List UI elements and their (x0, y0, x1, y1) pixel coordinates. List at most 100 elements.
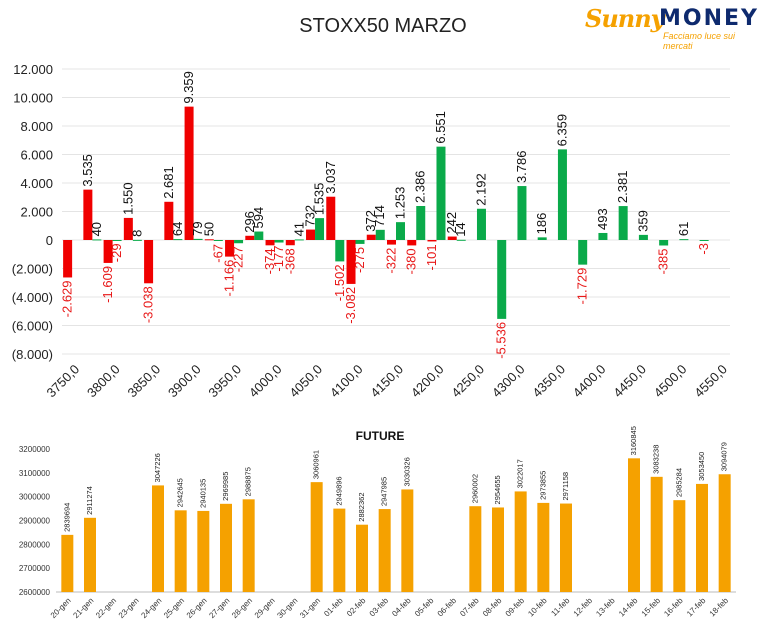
data-label: 2839694 (62, 503, 71, 532)
green-bar (476, 208, 486, 240)
data-label: 594 (251, 207, 266, 229)
y-tick-label: 2900000 (19, 517, 51, 526)
x-tick-label: 13-feb (594, 596, 617, 619)
x-tick-label: 3850,0 (124, 362, 163, 401)
y-tick-label: 2.000 (20, 205, 53, 220)
green-bar (213, 240, 223, 241)
x-tick-label: 26-gen (185, 596, 209, 620)
x-tick-label: 10-feb (526, 596, 549, 619)
data-label: 2940135 (198, 479, 207, 508)
future-bar (628, 458, 640, 592)
data-label: 359 (635, 210, 650, 232)
x-tick-label: 3950,0 (205, 362, 244, 401)
green-bar (436, 146, 446, 240)
data-label: -1.502 (332, 264, 347, 301)
green-bar (699, 240, 709, 241)
y-tick-label: 8.000 (20, 119, 53, 134)
x-tick-label: 08-feb (481, 596, 504, 619)
data-label: -275 (352, 247, 367, 273)
data-label: 2971158 (561, 472, 570, 501)
data-label: -1.729 (575, 268, 590, 305)
x-tick-label: 3750,0 (44, 362, 83, 401)
future-bar (560, 503, 572, 592)
data-label: 50 (201, 222, 216, 236)
green-bar (618, 206, 628, 240)
data-label: -3 (696, 243, 711, 255)
data-label: 3060961 (312, 450, 321, 479)
green-bar (375, 229, 385, 240)
data-label: -5.536 (494, 322, 509, 359)
red-bar (387, 240, 396, 245)
future-bar (242, 499, 255, 592)
data-label: 3.786 (514, 151, 529, 184)
logo-text-sunny: Sunny (585, 4, 665, 33)
y-tick-label: 3100000 (19, 469, 51, 478)
red-bar (144, 240, 154, 284)
future-bar (469, 506, 482, 592)
x-tick-label: 4450,0 (610, 362, 649, 401)
y-tick-label: 10.000 (13, 91, 53, 106)
green-bar (557, 149, 567, 240)
x-tick-label: 28-gen (230, 596, 254, 620)
x-tick-label: 21-gen (71, 596, 95, 620)
green-bar (679, 239, 689, 241)
green-bar (92, 239, 102, 241)
red-bar (83, 189, 93, 240)
green-bar (456, 239, 466, 241)
data-label: 3047226 (153, 453, 162, 482)
data-label: -227 (231, 246, 246, 272)
x-tick-label: 31-gen (298, 596, 322, 620)
data-label: 3.535 (80, 154, 95, 187)
red-bar (123, 217, 133, 240)
x-tick-label: 25-gen (162, 596, 186, 620)
green-bar (416, 205, 426, 240)
data-label: 8 (129, 230, 144, 237)
x-tick-label: 23-gen (117, 596, 141, 620)
data-label: 61 (676, 222, 691, 236)
data-label: 2985284 (674, 468, 683, 497)
red-bar (225, 240, 235, 257)
x-tick-label: 07-feb (458, 596, 481, 619)
data-label: 2988875 (244, 467, 253, 496)
data-label: 1.253 (393, 187, 408, 220)
y-tick-label: (6.000) (12, 319, 53, 334)
data-label: 2947985 (380, 477, 389, 506)
red-bar (447, 236, 457, 240)
data-label: 2949896 (334, 476, 343, 505)
green-bar (659, 240, 669, 246)
future-chart: FUTURE 3200000 3100000 3000000 2900000 280000… (19, 426, 736, 620)
data-label: 3053450 (697, 452, 706, 481)
data-label: 242 (444, 212, 459, 234)
red-bar (63, 240, 73, 278)
chart-title: STOXX50 MARZO (299, 15, 467, 37)
red-bar (306, 229, 316, 240)
data-label: -101 (424, 244, 439, 270)
logo-text-money: MONEY (659, 6, 759, 31)
future-bar (718, 474, 731, 592)
data-label: 2.192 (473, 173, 488, 206)
sunny-money-logo: Sunny MONEY Facciamo luce sui mercati (585, 4, 761, 51)
data-label: 3160845 (629, 426, 638, 455)
stoxx50-chart: 12.000 10.000 8.000 6.000 4.000 2.000 0 (2.000)… (12, 62, 730, 401)
red-bar (326, 196, 336, 240)
red-bar (103, 240, 113, 263)
green-bar (638, 234, 648, 240)
y-tick-label: 2600000 (19, 588, 51, 597)
x-tick-label: 4300,0 (489, 362, 528, 401)
x-tick-label: 27-gen (207, 596, 231, 620)
future-title: FUTURE (356, 429, 405, 443)
data-label: 2.381 (615, 171, 630, 204)
x-tick-label: 15-feb (640, 596, 663, 619)
future-bar (197, 510, 210, 592)
x-tick-label: 14-feb (617, 596, 640, 619)
red-bar (184, 106, 194, 240)
data-label: 714 (372, 205, 387, 227)
x-tick-label: 06-feb (436, 596, 459, 619)
x-tick-label: 12-feb (572, 596, 595, 619)
y-tick-label: 6.000 (20, 148, 53, 163)
x-tick-label: 04-feb (390, 596, 413, 619)
green-bar (193, 238, 203, 240)
data-label: 79 (190, 221, 205, 235)
y-tick-label: (8.000) (12, 347, 53, 362)
data-label: 186 (534, 213, 549, 235)
